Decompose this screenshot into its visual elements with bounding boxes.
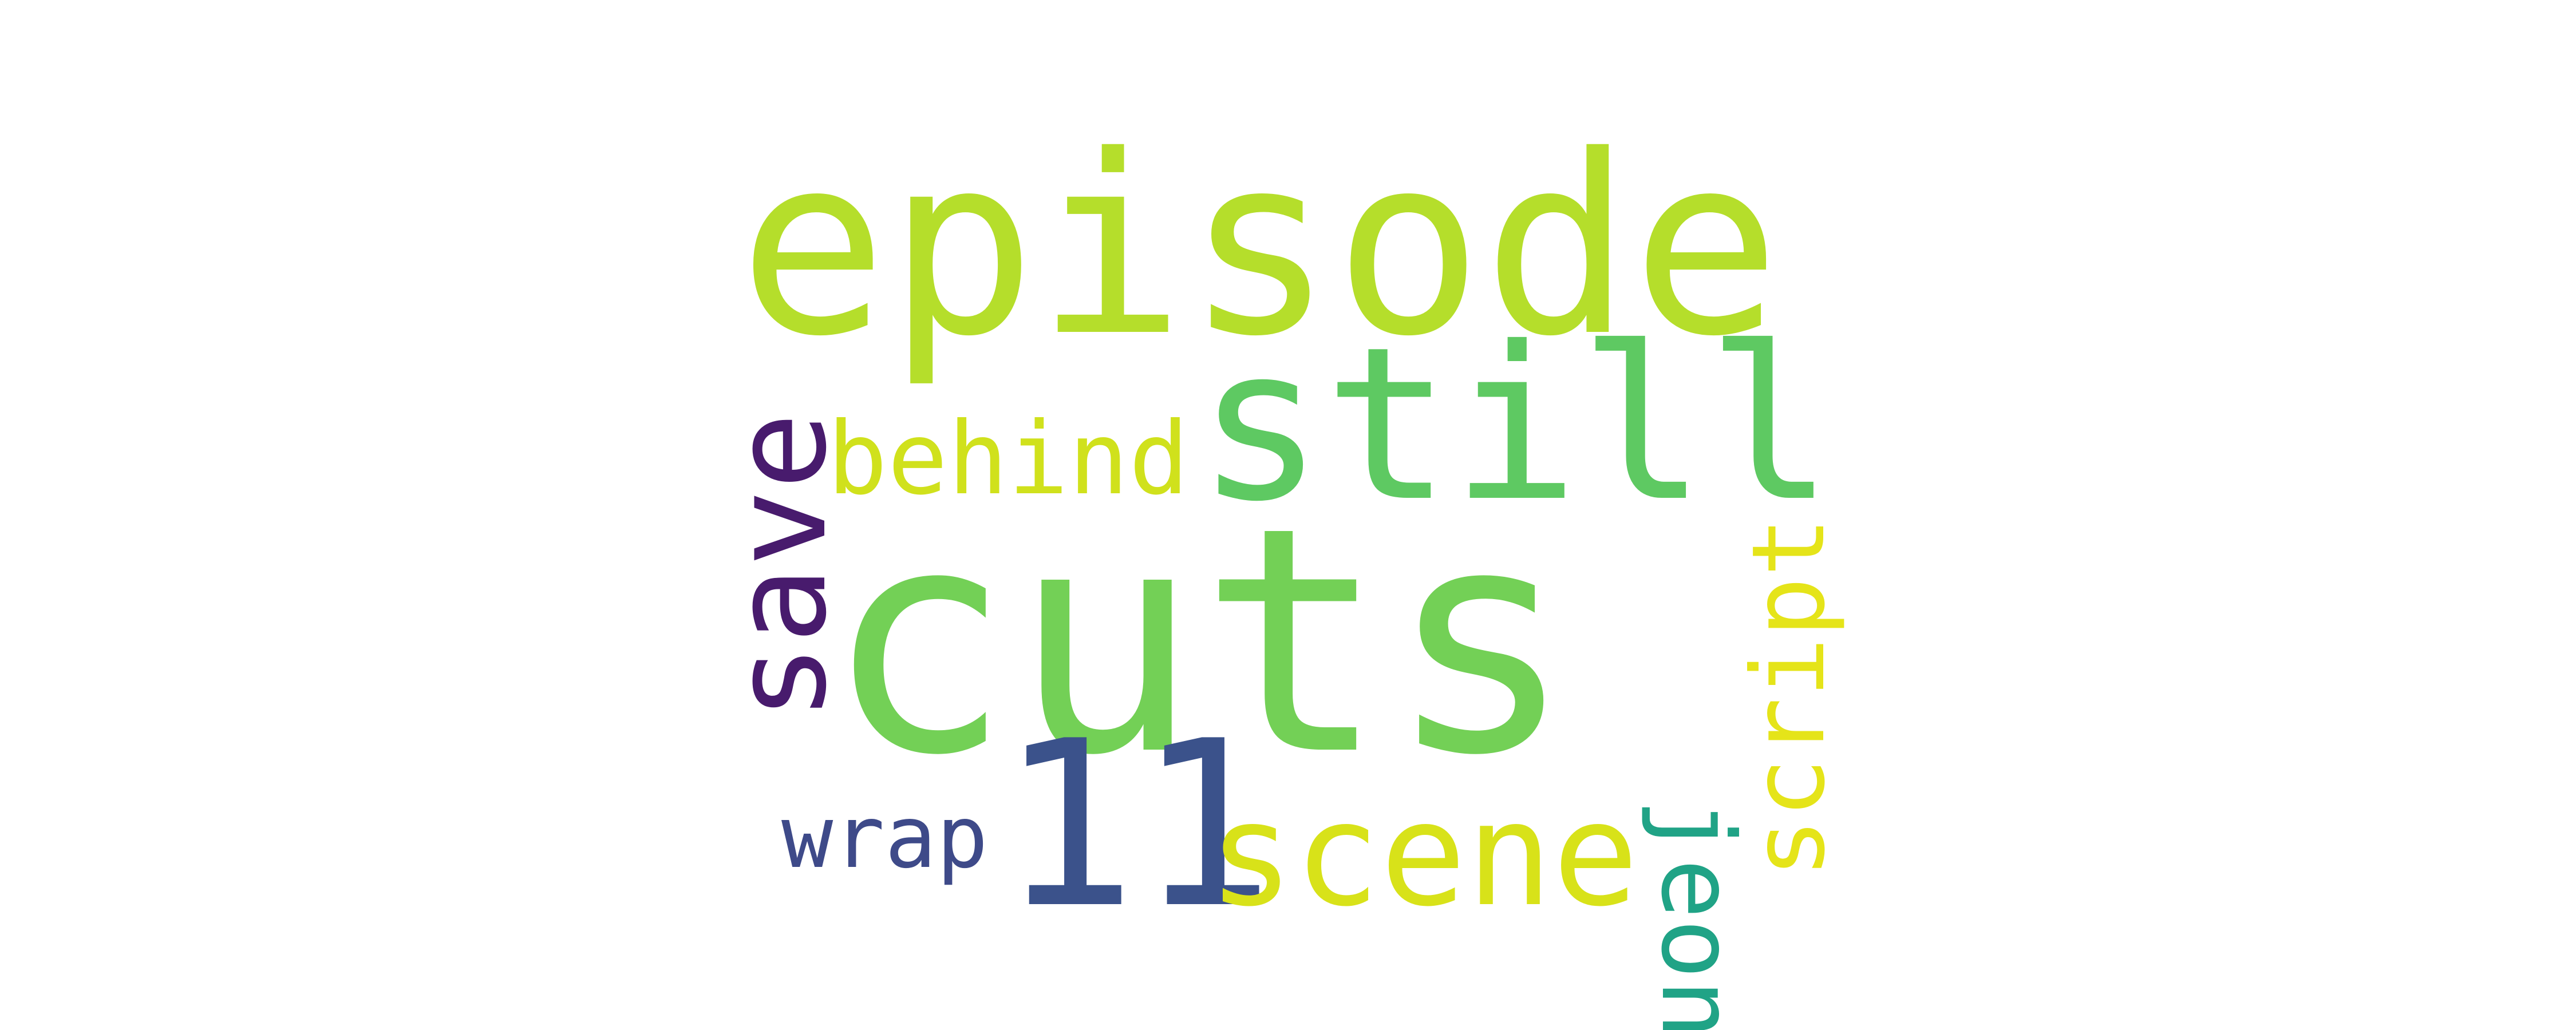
word-behind: behind (827, 401, 1189, 517)
word-jeong: jeong (1639, 798, 1755, 1030)
word-scene: scene (1208, 771, 1639, 938)
word-11: 11 (999, 692, 1275, 958)
word-wrap: wrap (781, 788, 988, 888)
word-episode: episode (738, 102, 1781, 390)
word-save: save (705, 413, 855, 721)
word-cuts: cuts (824, 461, 1574, 823)
word-still: still (1196, 302, 1834, 548)
word-script: script (1731, 517, 1847, 878)
